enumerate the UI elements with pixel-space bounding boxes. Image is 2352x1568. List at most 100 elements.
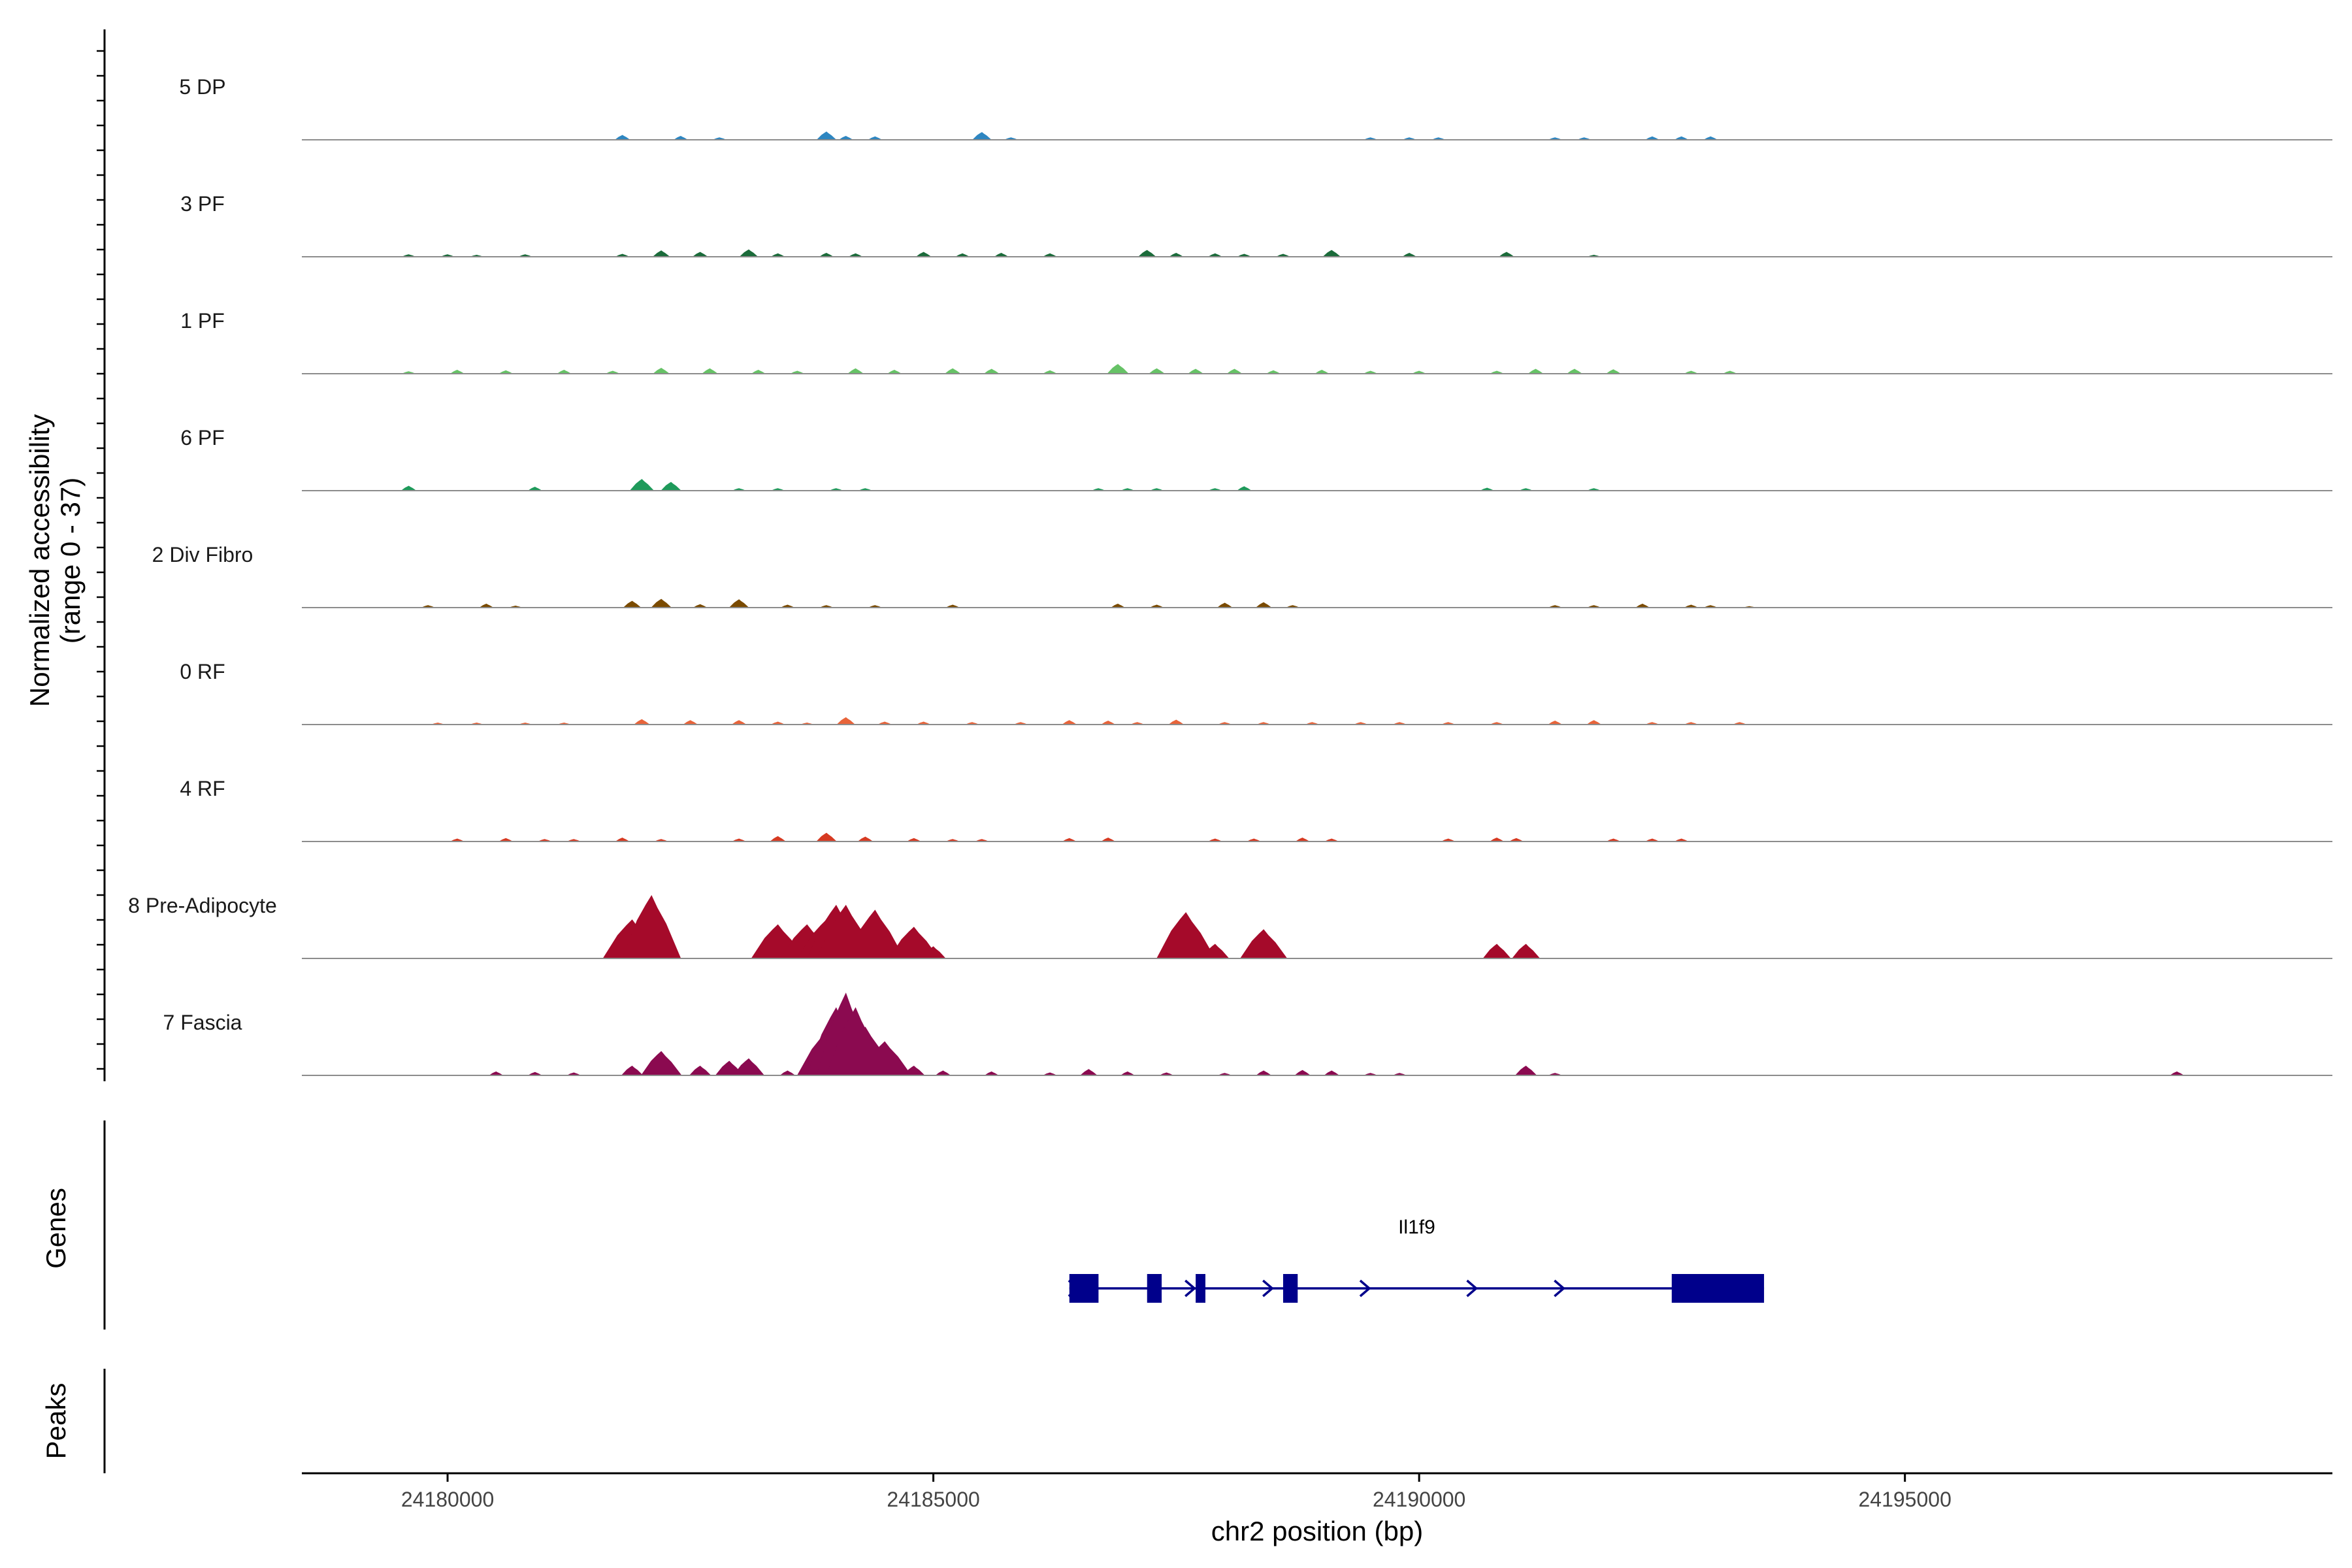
coverage-peak: [652, 250, 670, 257]
coverage-peak: [641, 1051, 682, 1075]
coverage-peak: [1276, 253, 1290, 257]
coverage-peak: [1606, 838, 1621, 841]
x-axis-title: chr2 position (bp): [1211, 1516, 1424, 1546]
coverage-peak: [651, 598, 672, 608]
coverage-peak: [557, 370, 572, 374]
coverage-peak: [689, 1066, 711, 1075]
coverage-peak: [1188, 368, 1203, 374]
coverage-peak: [566, 1072, 581, 1075]
coverage-peak: [1512, 943, 1541, 958]
coverage-peak: [1527, 368, 1544, 374]
coverage-peak: [1515, 1066, 1537, 1075]
coverage-peak: [1149, 604, 1164, 608]
coverage-peak: [1402, 253, 1417, 257]
track-label: 2 Div Fibro: [152, 543, 253, 566]
x-axis: 24180000 24185000 24190000 24195000: [302, 1472, 2332, 1511]
track-label: 0 RF: [180, 660, 225, 683]
track-label: 5 DP: [179, 75, 225, 99]
coverage-peak: [1138, 250, 1156, 257]
coverage-peak: [634, 719, 650, 725]
track-5-dp: 5 DP: [179, 75, 2332, 140]
coverage-peak: [702, 368, 718, 374]
coverage-peak: [858, 1041, 912, 1075]
coverage-peak: [622, 895, 681, 958]
coverage-peak: [629, 479, 655, 491]
coverage-peak: [1169, 253, 1184, 257]
coverage-peak: [945, 604, 960, 608]
coverage-peak: [790, 370, 805, 374]
track-label: 4 RF: [180, 777, 225, 800]
coverage-tracks: 5 DP 3 PF 1 PF 6 PF 2 Div Fibro 0 RF 4 RF 8 Pre…: [128, 75, 2332, 1076]
coverage-peak: [498, 370, 514, 374]
coverage-peak: [621, 1066, 644, 1075]
coverage-peak: [1567, 368, 1582, 374]
coverage-peak: [903, 1066, 925, 1075]
strand-arrow: [1184, 1279, 1196, 1298]
y-axis-title-range: (range 0 - 37): [55, 478, 86, 644]
coverage-peak: [945, 368, 961, 374]
gene-exon: [1282, 1274, 1298, 1303]
y-axis-title: Normalized accessibility: [24, 414, 55, 707]
coverage-peak: [751, 370, 766, 374]
coverage-peak: [838, 136, 853, 140]
coverage-peak: [1490, 370, 1505, 374]
strand-arrow: [1359, 1279, 1371, 1298]
coverage-peak: [1324, 838, 1339, 841]
coverage-peak: [615, 838, 630, 841]
coverage-peak: [1256, 1070, 1272, 1075]
coverage-peak: [1480, 487, 1495, 491]
coverage-peak: [1645, 838, 1659, 841]
coverage-peak: [1645, 136, 1659, 140]
coverage-peak: [1043, 1072, 1058, 1075]
coverage-peak: [1606, 369, 1621, 374]
coverage-peak: [1294, 1070, 1311, 1075]
strand-arrow: [1466, 1279, 1478, 1298]
coverage-peak: [921, 946, 946, 958]
coverage-peak: [836, 717, 855, 725]
coverage-peak: [1168, 719, 1184, 725]
coverage-peak: [1295, 838, 1310, 841]
left-axes: [97, 29, 106, 1473]
coverage-peak: [400, 485, 417, 491]
coverage-peak: [1226, 368, 1243, 374]
coverage-peak: [1315, 370, 1330, 374]
coverage-peak: [498, 838, 514, 841]
coverage-peak: [1499, 252, 1514, 257]
coverage-peak: [770, 253, 785, 257]
coverage-peak: [527, 487, 542, 491]
coverage-peak: [916, 721, 931, 725]
coverage-peak: [1240, 929, 1288, 958]
coverage-peak: [1674, 136, 1689, 140]
coverage-peak: [816, 832, 837, 841]
coverage-peak: [1062, 838, 1077, 841]
coverage-peak: [1548, 721, 1563, 725]
coverage-peak: [1201, 943, 1230, 958]
coverage-peak: [1723, 370, 1737, 374]
coverage-peak: [1322, 250, 1341, 257]
coverage-peak: [1207, 838, 1222, 841]
coverage-peak: [653, 368, 670, 374]
coverage-peak: [2170, 1071, 2185, 1075]
coverage-peak: [683, 720, 698, 725]
coverage-peak: [906, 838, 921, 841]
coverage-peak: [1120, 1071, 1135, 1075]
coverage-peak: [1482, 943, 1511, 958]
coverage-peak: [972, 132, 992, 140]
coverage-peak: [1703, 136, 1718, 140]
coverage-peak: [935, 1070, 951, 1075]
coverage-peak: [816, 131, 837, 140]
coverage-peak: [1586, 720, 1602, 725]
coverage-peak: [1490, 838, 1505, 841]
track-6-pf: 6 PF: [180, 426, 2332, 491]
coverage-peak: [1441, 838, 1456, 841]
x-tick-label: 24180000: [401, 1488, 494, 1511]
coverage-peak: [1080, 1069, 1098, 1075]
coverage-peak: [1156, 912, 1216, 958]
coverage-peak: [728, 599, 749, 608]
track-8-pre-adipocyte: 8 Pre-Adipocyte: [128, 894, 2332, 959]
coverage-peak: [1111, 604, 1126, 608]
coverage-peak: [889, 926, 939, 958]
coverage-peak: [449, 838, 465, 841]
coverage-peak: [1149, 368, 1165, 374]
